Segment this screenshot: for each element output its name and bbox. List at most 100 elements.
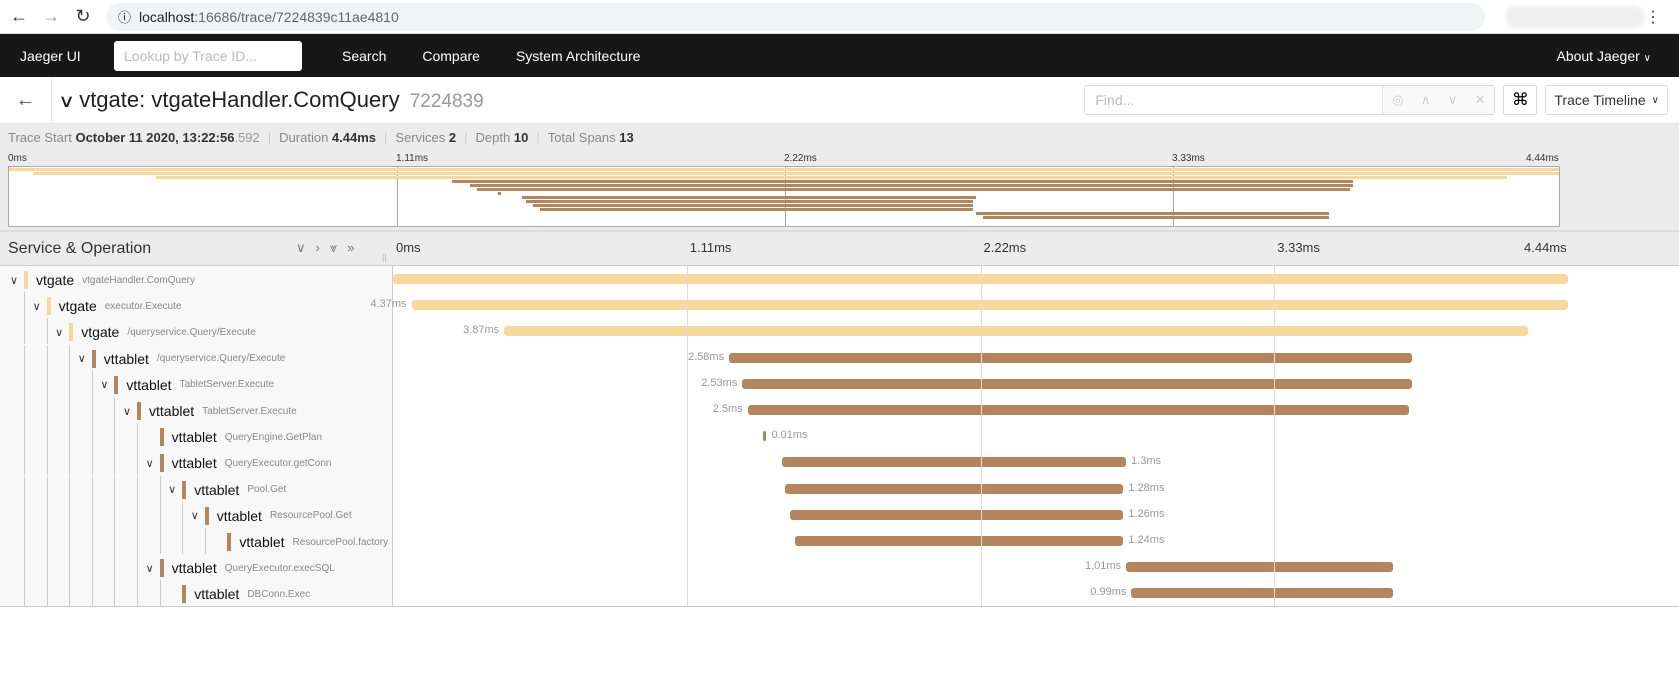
- tree-guide: [46, 370, 48, 397]
- reload-icon[interactable]: ↻: [75, 6, 91, 26]
- span-operation[interactable]: vtgateHandler.ComQuery: [82, 274, 195, 286]
- span-bar[interactable]: [763, 431, 767, 442]
- span-bar[interactable]: [782, 457, 1127, 468]
- keyboard-shortcuts-button[interactable]: ⌘: [1503, 85, 1538, 115]
- locate-icon[interactable]: ◎: [1392, 92, 1404, 107]
- next-match-icon[interactable]: ∨: [1447, 92, 1458, 107]
- about-jaeger-menu[interactable]: About Jaeger ∨: [1556, 48, 1651, 64]
- chevron-down-icon[interactable]: ∨: [32, 300, 41, 313]
- profile-blurred[interactable]: [1505, 5, 1645, 28]
- about-label: About Jaeger: [1556, 47, 1640, 64]
- span-operation[interactable]: DBConn.Exec: [247, 588, 311, 600]
- service-color-swatch: [159, 559, 164, 578]
- span-bar[interactable]: [411, 300, 1568, 311]
- span-row[interactable]: ∨ vttablet TabletServer.Execute 2.5ms: [0, 397, 1679, 423]
- back-button[interactable]: ←: [0, 76, 52, 124]
- tree-guide: [24, 475, 25, 502]
- span-operation[interactable]: QueryEngine.GetPlan: [224, 431, 323, 443]
- minimap-tick-label: 1.11ms: [396, 153, 429, 164]
- tree-guide: [159, 501, 161, 528]
- nav-system-architecture[interactable]: System Architecture: [515, 47, 641, 64]
- view-select[interactable]: Trace Timeline ∨: [1545, 85, 1668, 115]
- span-row[interactable]: ∨ vttablet/queryservice.Query/Execute 2.58…: [0, 344, 1679, 371]
- span-service: vttablet: [149, 403, 195, 419]
- tree-guide: [24, 344, 25, 371]
- span-operation[interactable]: ResourcePool.factory: [292, 536, 389, 548]
- span-operation[interactable]: TabletServer.Execute: [202, 405, 297, 417]
- span-bar[interactable]: [784, 483, 1124, 494]
- span-row[interactable]: ∨ vttablet QueryExecutor.getConn 1.3ms: [0, 449, 1679, 476]
- chevron-down-icon[interactable]: ∨: [145, 457, 154, 470]
- service-color-swatch: [137, 402, 141, 420]
- span-bar[interactable]: [1126, 562, 1394, 573]
- prev-match-icon[interactable]: ∧: [1420, 92, 1431, 107]
- span-row[interactable]: vttablet ResourcePool.factory 1.24ms: [0, 528, 1679, 554]
- span-operation[interactable]: /queryservice.Query/Execute: [156, 353, 286, 365]
- nav-compare[interactable]: Compare: [422, 47, 480, 64]
- chevron-down-icon[interactable]: ∨: [77, 353, 86, 366]
- back-arrow-icon[interactable]: ←: [10, 6, 28, 26]
- span-row[interactable]: ∨ vtgate/queryservice.Query/Execute 3.87ms: [0, 318, 1679, 345]
- span-bar[interactable]: [729, 352, 1412, 363]
- tree-guide: [91, 397, 93, 423]
- collapse-all-icon[interactable]: ⩔: [329, 240, 348, 255]
- span-operation[interactable]: QueryExecutor.execSQL: [224, 562, 335, 574]
- tree-guide: [91, 423, 93, 450]
- service-color-swatch: [69, 323, 74, 342]
- minimap-canvas[interactable]: [8, 166, 1560, 227]
- trace-title[interactable]: ∨ vtgate: vtgateHandler.ComQuery 7224839: [58, 87, 484, 113]
- tree-guide: [24, 501, 25, 528]
- chevron-down-icon[interactable]: ∨: [100, 379, 109, 392]
- chevron-down-icon[interactable]: ∨: [145, 562, 154, 575]
- find-input[interactable]: [1085, 86, 1383, 114]
- span-operation[interactable]: /queryservice.Query/Execute: [127, 326, 256, 338]
- span-bar[interactable]: [504, 326, 1529, 337]
- span-service: vttablet: [194, 481, 240, 498]
- address-bar[interactable]: ⓘ localhost:16686/trace/7224839c11ae4810: [106, 2, 1485, 31]
- timeline-tick-label: 1.11ms: [689, 240, 732, 255]
- expand-one-icon[interactable]: ›: [315, 240, 330, 255]
- span-row[interactable]: vttablet DBConn.Exec 0.99ms: [0, 580, 1679, 607]
- chevron-down-icon[interactable]: ∨: [55, 326, 64, 339]
- column-resizer[interactable]: ||: [382, 252, 387, 262]
- span-bar[interactable]: [1131, 588, 1394, 599]
- span-duration-label: 2.5ms: [712, 403, 743, 415]
- forward-arrow-icon[interactable]: →: [42, 6, 60, 26]
- minimap-grid-line: [1173, 167, 1174, 226]
- chevron-down-icon[interactable]: ∨: [9, 274, 19, 287]
- span-row[interactable]: ∨ vtgate executor.Execute 4.37ms: [0, 292, 1679, 319]
- span-bar[interactable]: [742, 378, 1412, 389]
- span-row[interactable]: ∨ vttablet Pool.Get 1.28ms: [0, 475, 1679, 502]
- span-row[interactable]: ∨ vttablet ResourcePool.Get 1.26ms: [0, 501, 1679, 528]
- browser-menu-icon[interactable]: ⋮: [1645, 8, 1661, 26]
- chevron-down-icon[interactable]: ∨: [190, 510, 199, 523]
- span-row[interactable]: ∨ vttablet QueryExecutor.execSQL 1.01ms: [0, 554, 1679, 581]
- span-bar[interactable]: [747, 405, 1410, 415]
- span-operation[interactable]: QueryExecutor.getConn: [224, 457, 332, 469]
- span-operation[interactable]: executor.Execute: [104, 300, 182, 312]
- span-duration-label: 1.3ms: [1131, 455, 1162, 468]
- duration-label: Duration: [279, 130, 329, 145]
- span-row[interactable]: vttablet QueryEngine.GetPlan 0.01ms: [0, 423, 1679, 450]
- span-duration-label: 1.28ms: [1128, 481, 1165, 494]
- span-operation[interactable]: TabletServer.Execute: [179, 379, 275, 391]
- span-bar[interactable]: [795, 536, 1124, 546]
- clear-icon[interactable]: ✕: [1474, 92, 1486, 107]
- duration: 4.44ms: [331, 130, 377, 145]
- trace-id-lookup-input[interactable]: [114, 40, 302, 71]
- service-color-swatch: [204, 506, 209, 525]
- grid-line: [686, 266, 688, 606]
- nav-search[interactable]: Search: [342, 47, 387, 64]
- brand-link[interactable]: Jaeger UI: [20, 47, 81, 64]
- trace-minimap[interactable]: 0ms 1.11ms 2.22ms 3.33ms 4.44ms: [0, 151, 1679, 231]
- chevron-down-icon[interactable]: ∨: [122, 405, 132, 418]
- span-operation[interactable]: Pool.Get: [247, 484, 287, 496]
- collapse-one-icon[interactable]: ∨: [296, 240, 316, 255]
- span-operation[interactable]: ResourcePool.Get: [269, 510, 352, 522]
- expand-all-icon[interactable]: »: [347, 240, 365, 255]
- span-row[interactable]: ∨ vttablet TabletServer.Execute 2.53ms: [0, 370, 1679, 397]
- span-bar[interactable]: [789, 509, 1124, 520]
- chevron-down-icon[interactable]: ∨: [168, 484, 177, 497]
- tree-guide: [137, 449, 138, 476]
- span-row[interactable]: ∨ vtgate vtgateHandler.ComQuery: [0, 266, 1679, 292]
